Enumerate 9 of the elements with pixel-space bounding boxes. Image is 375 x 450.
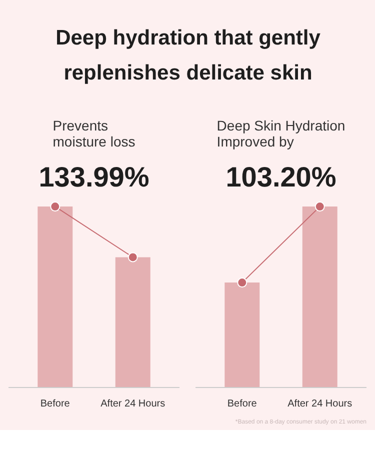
chart-subtitle: 103.20% [226,162,336,192]
chart-subtitle: 133.99% [38,162,150,192]
x-tick-label: Before [227,398,258,410]
chart-title: Deep Skin Hydration Improved by [216,118,346,150]
x-tick-label: After 24 Hours [288,398,352,410]
chart-title: Prevents moisture loss [52,118,136,150]
x-tick-label: After 24 Hours [100,398,166,410]
text: Deep hydration that gently replenishes delicate skin [56,26,321,85]
x-tick-label: Before [40,398,70,410]
